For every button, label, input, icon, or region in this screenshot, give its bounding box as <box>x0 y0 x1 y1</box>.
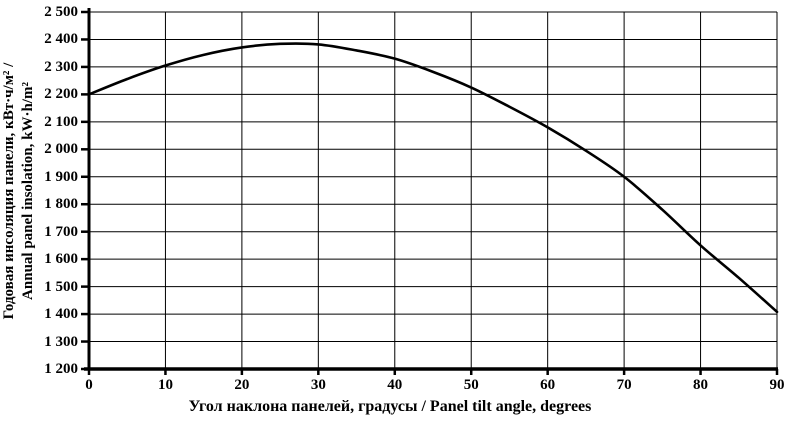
annual-insolation-vs-tilt-angle-curve <box>87 42 779 314</box>
y-tick-label-2300: 2 300 <box>44 58 78 75</box>
y-tick-label-1600: 1 600 <box>44 251 78 268</box>
x-tick-label-60: 60 <box>540 377 556 393</box>
y-tick-label-1300: 1 300 <box>44 333 78 350</box>
x-tick-label-80: 80 <box>693 377 709 393</box>
x-tick-label-90: 90 <box>769 377 785 393</box>
x-tick-label-50: 50 <box>463 377 479 393</box>
x-tick-label-0: 0 <box>85 377 93 393</box>
y-tick-label-1200: 1 200 <box>44 361 78 377</box>
y-tick-label-1700: 1 700 <box>44 223 78 240</box>
y-tick-label-2400: 2 400 <box>44 31 78 48</box>
x-tick-label-20: 20 <box>234 377 250 393</box>
x-tick-label-30: 30 <box>310 377 326 393</box>
x-tick-label-40: 40 <box>387 377 403 393</box>
x-tick-label-70: 70 <box>616 377 632 393</box>
y-tick-label-2100: 2 100 <box>44 113 78 130</box>
y-tick-label-1400: 1 400 <box>44 306 78 323</box>
y-tick-label-1900: 1 900 <box>44 168 78 185</box>
y-tick-label-2200: 2 200 <box>44 86 78 103</box>
x-axis-title: Угол наклона панелей, градусы / Panel ti… <box>188 398 592 415</box>
y-tick-label-2000: 2 000 <box>44 141 78 158</box>
y-tick-label-1800: 1 800 <box>44 196 78 213</box>
y-tick-label-2500: 2 500 <box>44 4 78 20</box>
x-tick-label-10: 10 <box>157 377 173 393</box>
y-tick-label-1500: 1 500 <box>44 278 78 295</box>
